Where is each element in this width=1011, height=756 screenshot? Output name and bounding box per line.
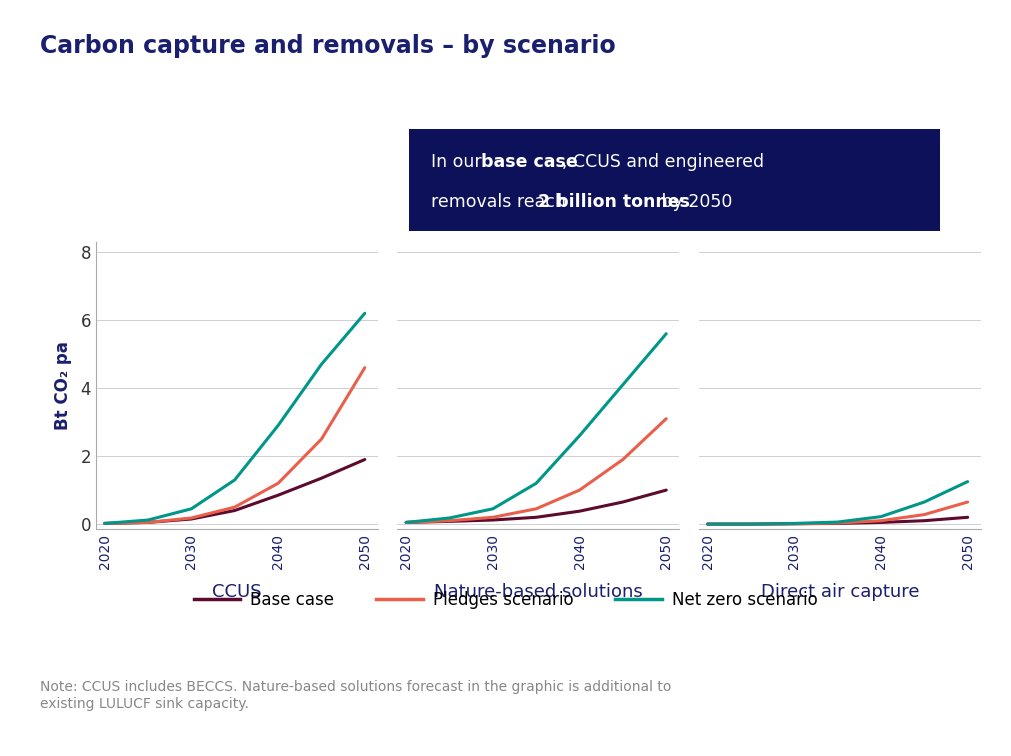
Text: Carbon capture and removals – by scenario: Carbon capture and removals – by scenari…: [40, 34, 616, 58]
Text: 2 billion tonnes: 2 billion tonnes: [538, 193, 690, 211]
Text: base case: base case: [481, 153, 578, 171]
Text: , CCUS and engineered: , CCUS and engineered: [562, 153, 764, 171]
Text: In our: In our: [431, 153, 487, 171]
Text: Note: CCUS includes BECCS. Nature-based solutions forecast in the graphic is add: Note: CCUS includes BECCS. Nature-based …: [40, 680, 672, 711]
X-axis label: Direct air capture: Direct air capture: [760, 583, 919, 601]
X-axis label: CCUS: CCUS: [212, 583, 262, 601]
Y-axis label: Bt CO₂ pa: Bt CO₂ pa: [55, 341, 72, 430]
X-axis label: Nature-based solutions: Nature-based solutions: [434, 583, 643, 601]
Legend: Base case, Pledges scenario, Net zero scenario: Base case, Pledges scenario, Net zero sc…: [187, 584, 824, 615]
Text: removals reach: removals reach: [431, 193, 571, 211]
Text: by 2050: by 2050: [656, 193, 732, 211]
